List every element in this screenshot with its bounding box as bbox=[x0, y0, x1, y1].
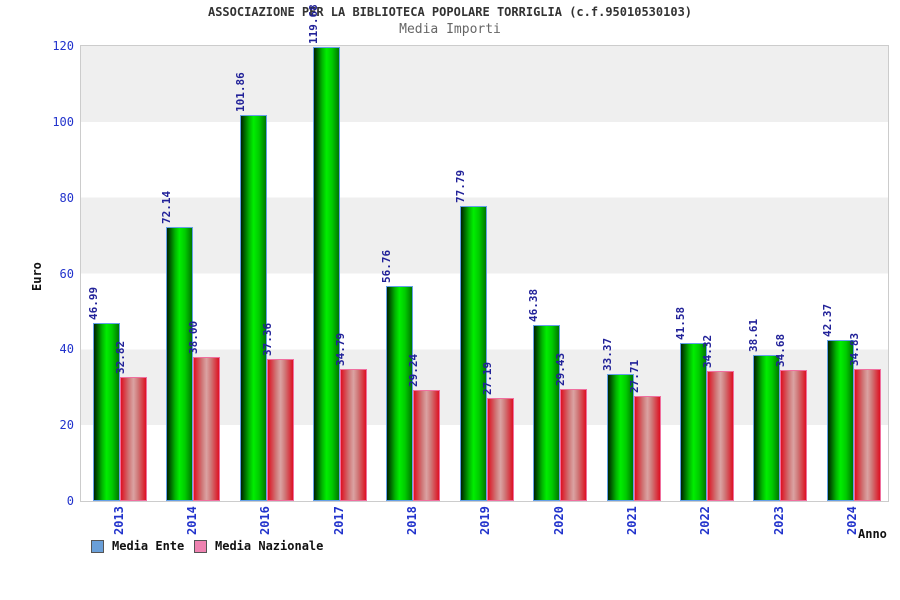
bar-media-ente-2013 bbox=[93, 322, 120, 501]
chart-subtitle: Media Importi bbox=[399, 22, 501, 37]
bar-media-nazionale-2018 bbox=[413, 390, 441, 501]
bar-media-ente-2018 bbox=[386, 285, 414, 501]
legend-label-media-ente: Media Ente bbox=[112, 539, 185, 553]
x-tick-label: 2013 bbox=[111, 506, 126, 535]
bar-media-nazionale-2016 bbox=[266, 359, 294, 501]
x-tick-label: 2014 bbox=[184, 506, 199, 535]
y-tick-label: 0 bbox=[66, 494, 74, 508]
x-tick-label: 2017 bbox=[331, 506, 346, 535]
bar-media-ente-2020 bbox=[533, 325, 561, 501]
bar-value-label: 119.68 bbox=[307, 4, 321, 45]
bar-media-nazionale-2021 bbox=[633, 395, 661, 501]
bar-media-ente-2014 bbox=[166, 227, 194, 501]
bar-value-label: 34.79 bbox=[334, 332, 348, 367]
y-tick-label: 100 bbox=[52, 114, 74, 129]
bar-media-nazionale-2017 bbox=[340, 369, 368, 501]
bar-value-label: 34.32 bbox=[700, 334, 714, 368]
bar-media-ente-2021 bbox=[606, 374, 634, 501]
bar-value-label: 27.71 bbox=[627, 359, 641, 393]
bar-value-label: 29.24 bbox=[407, 354, 421, 388]
legend-swatch-media-nazionale bbox=[194, 540, 207, 553]
bar-value-label: 34.83 bbox=[847, 332, 861, 366]
x-tick-label: 2021 bbox=[625, 506, 640, 535]
bar-value-label: 72.14 bbox=[160, 191, 174, 225]
bar-media-ente-2024 bbox=[826, 340, 854, 501]
bar-value-label: 77.79 bbox=[453, 169, 467, 204]
bar-media-nazionale-2014 bbox=[193, 356, 221, 501]
y-tick-label: 60 bbox=[59, 266, 74, 281]
legend-label-media-nazionale: Media Nazionale bbox=[215, 539, 324, 553]
x-tick-label: 2016 bbox=[258, 506, 273, 535]
bar-value-label: 27.19 bbox=[480, 361, 494, 395]
bar-media-nazionale-2020 bbox=[560, 389, 588, 501]
bar-value-label: 56.76 bbox=[380, 249, 394, 283]
y-tick-label: 120 bbox=[52, 39, 74, 53]
y-tick-label: 20 bbox=[59, 418, 74, 433]
bar-value-label: 38.00 bbox=[187, 320, 201, 354]
bar-media-nazionale-2013 bbox=[120, 376, 147, 501]
bar-value-label: 34.68 bbox=[774, 333, 788, 367]
x-tick-label: 2023 bbox=[771, 506, 786, 535]
plot-area: 120 100 80 60 40 20 0 46.99 32.82 2013 72.14 38.00 2… bbox=[52, 4, 889, 535]
bar-media-nazionale-2019 bbox=[486, 397, 514, 501]
chart-title: ASSOCIAZIONE PER LA BIBLIOTECA POPOLARE … bbox=[207, 5, 693, 19]
bar-value-label: 38.61 bbox=[747, 318, 761, 352]
bar-value-label: 32.82 bbox=[114, 340, 127, 374]
bar-media-ente-2017 bbox=[313, 47, 341, 501]
bar-value-label: 29.43 bbox=[554, 353, 568, 387]
bar-media-ente-2023 bbox=[753, 354, 781, 501]
bar-value-label: 37.36 bbox=[260, 323, 274, 357]
bar-media-ente-2016 bbox=[239, 114, 267, 501]
x-tick-label: 2018 bbox=[404, 506, 419, 535]
legend-swatch-media-ente bbox=[91, 540, 104, 553]
bar-value-label: 46.38 bbox=[527, 289, 541, 323]
bar-value-label: 33.37 bbox=[600, 338, 614, 372]
bar-media-nazionale-2023 bbox=[780, 369, 808, 501]
bar-media-ente-2022 bbox=[679, 343, 707, 501]
x-axis-label: Anno bbox=[858, 527, 887, 541]
x-tick-label: 2020 bbox=[551, 506, 566, 535]
x-tick-label: 2019 bbox=[478, 506, 493, 535]
bar-value-label: 41.58 bbox=[673, 307, 687, 341]
bar-media-nazionale-2022 bbox=[706, 370, 734, 501]
y-axis-label: Euro bbox=[30, 262, 44, 291]
y-tick-label: 40 bbox=[59, 342, 74, 357]
bar-value-label: 46.99 bbox=[87, 286, 100, 320]
y-tick-label: 80 bbox=[59, 190, 74, 205]
bar-media-nazionale-2024 bbox=[853, 368, 881, 501]
bar-media-ente-2019 bbox=[459, 206, 487, 501]
bar-value-label: 42.37 bbox=[820, 304, 834, 338]
bar-value-label: 101.86 bbox=[233, 72, 247, 112]
x-tick-label: 2022 bbox=[698, 506, 713, 535]
